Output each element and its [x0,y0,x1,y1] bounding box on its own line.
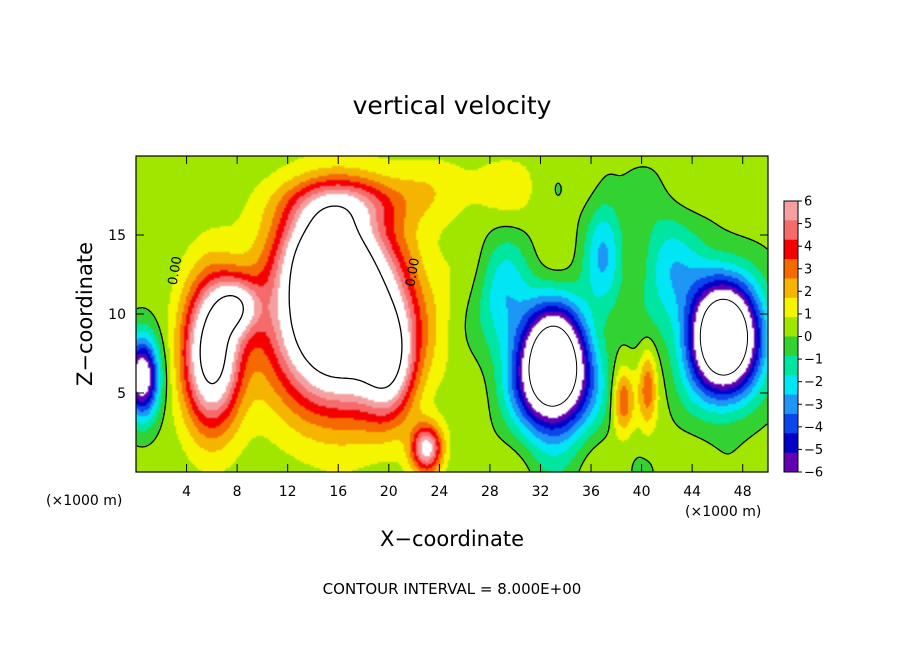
colorbar-tick-label: −5 [804,443,823,458]
colorbar-swatch [784,336,798,357]
x-tick-label: 32 [532,484,550,500]
colorbar: 6 5 4 3 2 1 0 −1 −2 −3 −4 −5 −6 [783,195,823,481]
x-axis-title: X−coordinate [380,527,524,551]
colorbar-swatch [784,201,798,221]
colorbar-swatch [784,413,798,434]
x-tick-label: 44 [683,484,701,500]
positive-contour-line [199,205,403,389]
y-axis-title: Z−coordinate [73,242,97,386]
colorbar-tick-label: −3 [804,398,823,413]
x-axis-ticks: 4 8 12 16 20 24 28 32 36 40 44 48 [182,156,752,500]
contour-interval-note: CONTOUR INTERVAL = 8.000E+00 [323,580,582,598]
colorbar-tick-label: 3 [804,262,812,277]
velocity-field-raster [136,156,768,472]
colorbar-tick-label: 6 [804,195,812,210]
zero-contour-line [136,166,768,472]
x-tick-label: 24 [430,484,448,500]
x-tick-label: 36 [582,484,600,500]
y-tick-label: 5 [117,386,126,402]
colorbar-swatch [784,375,798,396]
x-tick-label: 48 [734,484,752,500]
colorbar-swatch [784,259,798,279]
colorbar-tick-label: −4 [804,420,823,435]
x-unit-label-right: (×1000 m) [685,504,761,520]
x-unit-label-left: (×1000 m) [46,493,122,509]
x-tick-label: 28 [481,484,499,500]
colorbar-tick-label: 5 [804,217,812,232]
y-tick-label: 10 [108,307,126,323]
colorbar-swatch [784,220,798,241]
colorbar-swatch [784,297,798,318]
contour-label: 0.00 [403,257,423,288]
colorbar-swatch [784,355,798,376]
colorbar-swatch [784,239,798,260]
x-tick-label: 16 [329,484,347,500]
colorbar-tick-label: −6 [804,466,823,481]
negative-contour-line [528,298,748,407]
colorbar-swatch [784,317,798,337]
x-tick-label: 20 [380,484,398,500]
x-tick-label: 12 [279,484,297,500]
colorbar-tick-label: 0 [804,330,812,345]
contour-lines: 0.00 0.00 [136,166,768,472]
colorbar-tick-label: 2 [804,285,812,300]
chart-title: vertical velocity [353,91,552,120]
x-tick-label: 8 [233,484,242,500]
colorbar-swatch [784,394,798,415]
contour-label: 0.00 [166,255,186,286]
colorbar-tick-label: −1 [804,353,823,368]
velocity-field-image [136,156,768,472]
x-tick-label: 40 [633,484,651,500]
y-tick-label: 15 [108,228,126,244]
colorbar-tick-label: −2 [804,375,823,390]
y-axis-ticks: 5 10 15 [108,228,768,402]
colorbar-tick-label: 4 [804,240,812,255]
colorbar-swatch [784,433,798,454]
colorbar-swatch [784,452,798,473]
x-tick-label: 4 [182,484,191,500]
colorbar-swatch [784,278,798,299]
colorbar-tick-label: 1 [804,307,812,322]
